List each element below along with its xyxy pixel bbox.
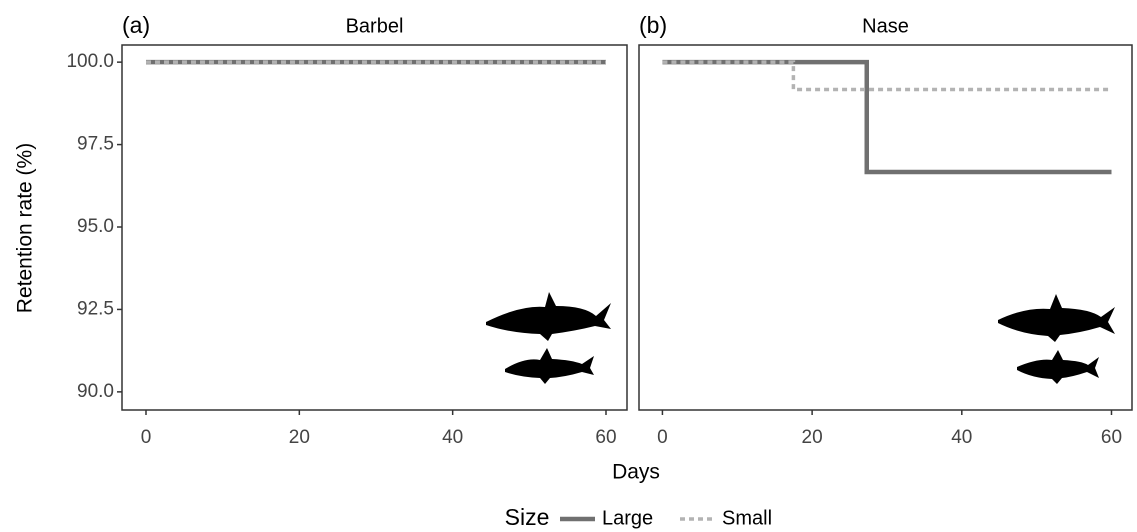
x-tick-label: 20 xyxy=(289,427,310,448)
x-tick-label: 20 xyxy=(802,427,823,448)
y-tick-label: 97.5 xyxy=(77,134,114,155)
fish-icons xyxy=(486,292,1115,384)
panel-tag: (a) xyxy=(122,12,150,38)
x-tick-label: 40 xyxy=(951,427,972,448)
legend-label: Small xyxy=(722,507,772,529)
fish-icon xyxy=(998,294,1115,342)
y-tick-label: 95.0 xyxy=(77,216,114,237)
fish-icon xyxy=(486,292,611,341)
panel-tag: (b) xyxy=(639,12,667,38)
panel-title: Nase xyxy=(862,15,909,37)
fish-icon xyxy=(505,348,594,384)
x-tick-label: 0 xyxy=(657,427,668,448)
panel-border xyxy=(638,44,1133,411)
x-tick-label: 0 xyxy=(141,427,152,448)
series-line xyxy=(662,59,1112,175)
y-tick-label: 90.0 xyxy=(77,381,114,402)
x-tick-label: 60 xyxy=(595,427,616,448)
fish-icon xyxy=(1017,350,1099,384)
x-axis-label: Days xyxy=(612,461,660,484)
y-axis-label: Retention rate (%) xyxy=(14,143,37,313)
x-tick-label: 60 xyxy=(1101,427,1122,448)
x-tick-label: 40 xyxy=(442,427,463,448)
y-tick-label: 92.5 xyxy=(77,298,114,319)
legend-title: Size xyxy=(505,504,550,530)
legend-label: Large xyxy=(602,507,653,529)
y-tick-label: 100.0 xyxy=(66,51,114,72)
panel-title: Barbel xyxy=(346,15,404,37)
panel-border xyxy=(121,44,628,411)
series-line xyxy=(662,60,1112,92)
